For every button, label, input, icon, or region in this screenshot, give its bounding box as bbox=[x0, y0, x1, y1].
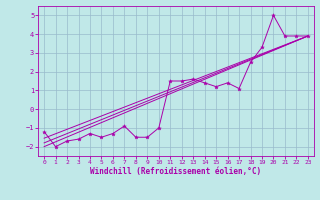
X-axis label: Windchill (Refroidissement éolien,°C): Windchill (Refroidissement éolien,°C) bbox=[91, 167, 261, 176]
